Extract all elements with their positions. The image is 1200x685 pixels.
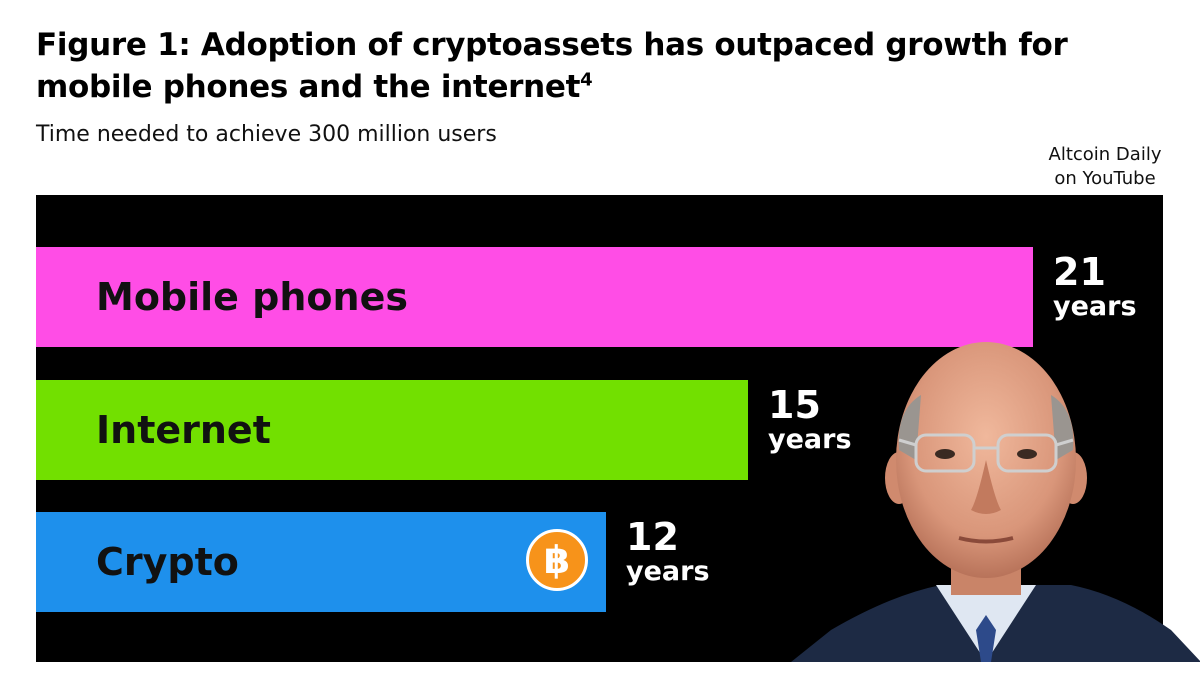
bar-mobile-phones: Mobile phones [36, 247, 1033, 347]
footnote-marker: 4 [580, 69, 593, 91]
value-label-crypto: 12 years [626, 515, 710, 587]
watermark: Altcoin Daily on YouTube [1030, 143, 1180, 191]
value-unit-internet: years [768, 423, 852, 455]
bar-label-internet: Internet [96, 408, 271, 452]
bar-internet: Internet [36, 380, 748, 480]
chart-title-text: Figure 1: Adoption of cryptoassets has o… [36, 27, 1068, 105]
bar-crypto: Crypto ฿ [36, 512, 606, 612]
watermark-line-1: Altcoin Daily [1048, 144, 1162, 165]
value-label-mobile-phones: 21 years [1053, 250, 1137, 322]
bar-label-mobile-phones: Mobile phones [96, 275, 408, 319]
value-number-mobile-phones: 21 [1053, 250, 1106, 294]
bitcoin-icon: ฿ [526, 529, 588, 591]
chart-panel: Mobile phones 21 years Internet 15 years Crypt… [36, 195, 1200, 662]
value-number-crypto: 12 [626, 515, 679, 559]
watermark-line-2: on YouTube [1054, 168, 1156, 189]
person-portrait [791, 342, 1200, 662]
value-number-internet: 15 [768, 383, 821, 427]
chart-subtitle: Time needed to achieve 300 million users [36, 122, 497, 147]
value-label-internet: 15 years [768, 383, 852, 455]
chart-title: Figure 1: Adoption of cryptoassets has o… [36, 24, 1156, 108]
bar-label-crypto: Crypto [96, 540, 239, 584]
value-unit-crypto: years [626, 555, 710, 587]
value-unit-mobile-phones: years [1053, 290, 1137, 322]
